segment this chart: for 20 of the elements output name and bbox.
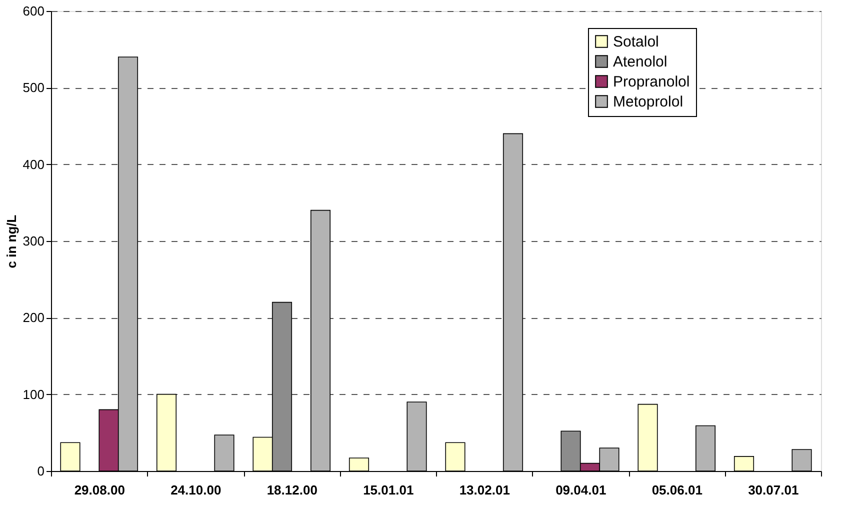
x-tick-label: 29.08.00 [74, 482, 125, 498]
x-tick-label: 15.01.01 [363, 482, 414, 498]
y-tick-label: 300 [22, 234, 44, 248]
legend-label: Metoprolol [613, 94, 684, 110]
x-tick-label: 05.06.01 [652, 482, 702, 498]
x-tick-label: 24.10.00 [170, 482, 222, 498]
y-tick-label: 500 [22, 80, 44, 96]
y-tick-label: 600 [22, 4, 44, 18]
legend-label: Atenolol [613, 54, 668, 70]
y-tick-label: 400 [22, 156, 44, 172]
y-tick-label: 200 [22, 310, 44, 326]
y-axis-title: c in ng/L [4, 214, 19, 268]
x-tick-label: 09.04.01 [556, 482, 606, 498]
x-tick-label: 13.02.01 [459, 482, 510, 498]
x-tick-label: 18.12.00 [266, 482, 318, 498]
legend-label: Sotalol [613, 34, 659, 50]
y-tick-label: 100 [22, 386, 44, 402]
y-tick-label: 0 [37, 464, 44, 478]
legend-label: Propranolol [613, 74, 690, 90]
x-tick-label: 30.07.01 [748, 482, 799, 498]
